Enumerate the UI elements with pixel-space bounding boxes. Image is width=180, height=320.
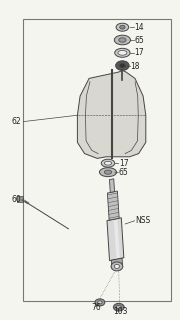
Ellipse shape xyxy=(115,48,130,57)
Ellipse shape xyxy=(120,64,125,68)
Text: 62: 62 xyxy=(12,117,21,126)
Polygon shape xyxy=(77,70,146,158)
Ellipse shape xyxy=(114,35,130,45)
Polygon shape xyxy=(107,191,119,220)
Ellipse shape xyxy=(116,23,129,31)
Text: 60: 60 xyxy=(12,195,21,204)
Ellipse shape xyxy=(119,38,126,42)
Ellipse shape xyxy=(113,303,124,311)
Ellipse shape xyxy=(116,305,121,309)
Text: 65: 65 xyxy=(119,168,129,177)
FancyBboxPatch shape xyxy=(17,196,22,202)
Bar xyxy=(23,19,171,301)
Ellipse shape xyxy=(116,61,129,70)
Text: NSS: NSS xyxy=(135,216,150,225)
Text: 17: 17 xyxy=(134,48,144,57)
Polygon shape xyxy=(109,179,114,192)
Ellipse shape xyxy=(104,161,112,165)
Ellipse shape xyxy=(104,170,112,174)
Polygon shape xyxy=(114,220,120,259)
Text: 17: 17 xyxy=(119,159,128,168)
Text: 103: 103 xyxy=(113,308,128,316)
Ellipse shape xyxy=(98,301,102,304)
Text: 76: 76 xyxy=(92,303,102,312)
Ellipse shape xyxy=(118,51,127,55)
Ellipse shape xyxy=(120,25,125,29)
Ellipse shape xyxy=(101,159,115,167)
Ellipse shape xyxy=(114,264,120,268)
Text: 65: 65 xyxy=(134,36,144,44)
Ellipse shape xyxy=(99,168,117,177)
Ellipse shape xyxy=(111,262,123,271)
Polygon shape xyxy=(111,258,123,268)
Text: 18: 18 xyxy=(130,62,140,71)
Ellipse shape xyxy=(95,299,105,306)
Polygon shape xyxy=(107,218,124,260)
Text: 14: 14 xyxy=(134,23,144,32)
